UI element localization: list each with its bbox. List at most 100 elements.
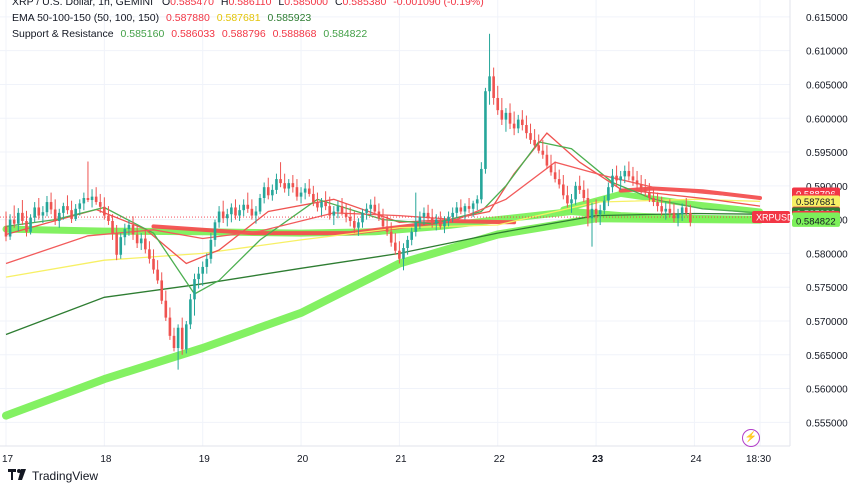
candle-body[interactable] <box>8 219 12 237</box>
candle-body[interactable] <box>254 211 258 216</box>
candle-layer[interactable] <box>4 33 692 370</box>
candle-body[interactable] <box>660 206 663 212</box>
candle-body[interactable] <box>53 209 57 221</box>
candle-body[interactable] <box>193 279 196 300</box>
candle-body[interactable] <box>410 231 413 240</box>
candle-body[interactable] <box>414 222 418 232</box>
candle-body[interactable] <box>176 327 180 349</box>
candle-body[interactable] <box>78 203 82 209</box>
candle-body[interactable] <box>353 220 356 228</box>
candle-body[interactable] <box>262 187 266 198</box>
candle-body[interactable] <box>422 212 426 217</box>
candle-body[interactable] <box>525 125 528 134</box>
candle-body[interactable] <box>664 208 668 212</box>
candle-body[interactable] <box>508 112 512 124</box>
candle-body[interactable] <box>336 206 340 212</box>
candle-body[interactable] <box>111 220 114 234</box>
candle-body[interactable] <box>398 250 401 259</box>
candle-body[interactable] <box>37 207 41 216</box>
candle-body[interactable] <box>316 202 319 208</box>
candle-body[interactable] <box>90 196 94 201</box>
candle-body[interactable] <box>598 210 602 215</box>
candle-body[interactable] <box>668 208 672 213</box>
candle-body[interactable] <box>562 184 565 196</box>
candle-body[interactable] <box>291 183 295 188</box>
candle-body[interactable] <box>115 233 118 255</box>
candle-body[interactable] <box>266 187 270 196</box>
candle-body[interactable] <box>504 112 508 120</box>
candle-body[interactable] <box>131 225 135 235</box>
candle-body[interactable] <box>586 197 590 219</box>
candle-body[interactable] <box>377 211 381 219</box>
candle-body[interactable] <box>12 219 16 224</box>
candle-body[interactable] <box>361 212 364 223</box>
candle-body[interactable] <box>82 197 86 204</box>
candle-body[interactable] <box>381 218 385 227</box>
candle-body[interactable] <box>455 207 459 213</box>
candle-body[interactable] <box>373 204 377 212</box>
candle-body[interactable] <box>471 203 475 209</box>
candle-body[interactable] <box>602 200 606 211</box>
candle-body[interactable] <box>242 204 245 211</box>
candle-body[interactable] <box>631 176 635 181</box>
candle-body[interactable] <box>594 208 598 215</box>
candle-body[interactable] <box>123 229 127 238</box>
candle-body[interactable] <box>103 206 106 216</box>
legend-row-ema[interactable]: EMA 50-100-150 (50, 100, 150) 0.587880 0… <box>12 10 484 26</box>
candle-body[interactable] <box>684 207 688 213</box>
candle-body[interactable] <box>680 207 684 215</box>
candle-body[interactable] <box>521 119 524 126</box>
candle-body[interactable] <box>406 239 409 249</box>
candle-body[interactable] <box>164 300 168 318</box>
candle-body[interactable] <box>557 179 561 185</box>
candle-body[interactable] <box>246 204 250 209</box>
candle-body[interactable] <box>537 145 541 151</box>
candle-body[interactable] <box>127 225 131 230</box>
candle-body[interactable] <box>369 204 373 209</box>
candle-body[interactable] <box>230 207 233 215</box>
candle-body[interactable] <box>500 110 504 120</box>
symbol-title[interactable]: XRP / U.S. Dollar, 1h, GEMINI <box>12 0 154 8</box>
candle-body[interactable] <box>344 212 348 217</box>
candle-body[interactable] <box>189 299 192 325</box>
candle-body[interactable] <box>185 324 188 350</box>
candle-body[interactable] <box>307 188 311 194</box>
candle-body[interactable] <box>205 258 209 267</box>
candle-body[interactable] <box>553 172 557 180</box>
candle-body[interactable] <box>348 216 352 221</box>
candle-body[interactable] <box>545 154 549 166</box>
candle-body[interactable] <box>197 273 200 280</box>
candle-body[interactable] <box>635 180 639 185</box>
candle-body[interactable] <box>213 222 217 240</box>
candle-body[interactable] <box>648 192 651 198</box>
candle-body[interactable] <box>295 187 299 197</box>
candle-body[interactable] <box>480 168 483 200</box>
candle-body[interactable] <box>324 202 327 207</box>
candle-body[interactable] <box>303 188 307 193</box>
candle-body[interactable] <box>615 175 618 181</box>
candle-body[interactable] <box>529 133 532 140</box>
candle-body[interactable] <box>619 176 622 181</box>
candle-body[interactable] <box>98 202 102 207</box>
candle-body[interactable] <box>430 218 434 224</box>
candle-body[interactable] <box>16 212 20 224</box>
candle-body[interactable] <box>250 208 254 216</box>
candle-body[interactable] <box>439 219 442 227</box>
candle-body[interactable] <box>4 226 8 237</box>
candle-body[interactable] <box>475 199 479 204</box>
candle-body[interactable] <box>70 210 73 219</box>
candle-body[interactable] <box>172 335 176 349</box>
candle-body[interactable] <box>94 196 98 203</box>
candle-body[interactable] <box>41 212 45 216</box>
legend-row-sr[interactable]: Support & Resistance 0.585160 0.586033 0… <box>12 26 484 42</box>
candle-body[interactable] <box>225 214 229 219</box>
candle-body[interactable] <box>287 183 291 189</box>
candle-body[interactable] <box>402 248 405 259</box>
candle-body[interactable] <box>393 242 397 251</box>
lightning-icon[interactable]: ⚡ <box>742 429 760 447</box>
candle-body[interactable] <box>426 212 430 219</box>
candle-body[interactable] <box>611 175 614 188</box>
candle-body[interactable] <box>74 208 77 219</box>
candle-body[interactable] <box>443 220 446 227</box>
candle-body[interactable] <box>152 258 155 270</box>
